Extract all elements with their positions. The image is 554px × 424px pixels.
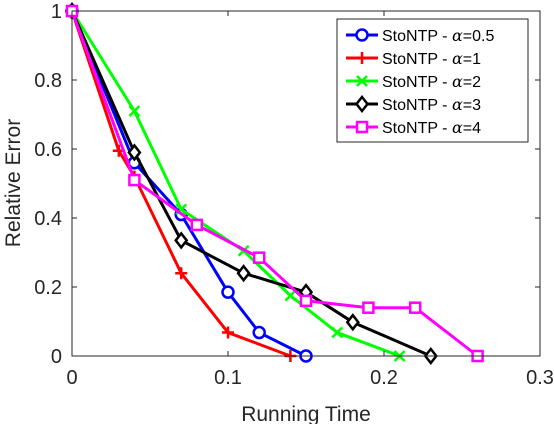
legend-label-prefix: StoNTP - <box>382 120 452 137</box>
x-marker <box>331 326 344 339</box>
data-point <box>362 301 375 314</box>
plus-marker <box>175 267 188 280</box>
data-point <box>408 301 422 314</box>
legend-label-prefix: StoNTP - <box>382 28 452 45</box>
legend-label-value: =0.5 <box>463 28 495 45</box>
x-tick-label: 0.1 <box>214 367 242 389</box>
data-point <box>221 285 235 299</box>
y-tick-label: 1 <box>51 1 62 23</box>
diamond-marker <box>354 94 370 114</box>
square-marker <box>190 218 204 232</box>
data-point <box>331 326 344 339</box>
legend-label: StoNTP - α=0.5 <box>382 26 494 45</box>
legend-label: StoNTP - α=4 <box>382 118 481 137</box>
legend-label-alpha: α <box>452 95 463 114</box>
circle-marker <box>252 325 266 340</box>
y-tick-label: 0 <box>51 346 62 368</box>
x-tick-label: 0 <box>66 367 77 389</box>
legend-label-value: =2 <box>463 74 481 91</box>
circle-marker <box>221 285 235 299</box>
data-point <box>345 313 360 332</box>
legend-marker <box>356 52 368 64</box>
series-line <box>70 10 479 358</box>
data-point <box>175 267 188 280</box>
data-point <box>174 231 189 250</box>
legend-marker <box>356 75 368 87</box>
x-tick-label: 0.2 <box>370 367 398 389</box>
plus-marker <box>222 326 234 339</box>
legend-marker <box>355 28 369 42</box>
square-marker <box>408 301 422 314</box>
circle-marker <box>355 28 369 42</box>
data-point <box>127 143 142 162</box>
legend-label-alpha: α <box>452 26 463 45</box>
x-axis-title: Running Time <box>241 403 371 424</box>
plus-marker <box>356 52 368 64</box>
data-point <box>236 264 251 283</box>
data-point <box>128 173 141 187</box>
legend-entry: StoNTP - α=2 <box>346 72 481 91</box>
legend-label-value: =3 <box>463 97 481 114</box>
legend-label: StoNTP - α=3 <box>382 95 481 114</box>
square-marker <box>362 301 375 314</box>
y-tick-label: 0.8 <box>34 70 62 92</box>
square-marker <box>299 294 313 308</box>
square-marker <box>355 120 369 134</box>
axes-layer: 0 0.1 0.2 0.3 0 0.2 0.4 0.6 0.8 1 <box>34 1 554 389</box>
x-marker <box>284 289 297 302</box>
diamond-marker <box>174 231 189 250</box>
y-tick-label: 0.4 <box>34 208 62 230</box>
x-tick-label: 0.3 <box>526 367 554 389</box>
y-axis-title: Relative Error <box>2 119 25 247</box>
square-marker <box>252 251 266 264</box>
legend-label-alpha: α <box>452 49 463 68</box>
data-point <box>190 218 204 232</box>
data-point <box>299 294 313 308</box>
legend-label-prefix: StoNTP - <box>382 51 452 68</box>
series-4 <box>64 1 438 366</box>
legend-entry: StoNTP - α=3 <box>346 94 481 114</box>
legend-entry: StoNTP - α=1 <box>346 49 481 68</box>
legend-entry: StoNTP - α=0.5 <box>346 26 494 45</box>
legend-label-prefix: StoNTP - <box>382 74 452 91</box>
series-layer <box>64 1 484 366</box>
x-marker <box>356 75 368 87</box>
axes-box <box>71 10 541 357</box>
legend-entry: StoNTP - α=4 <box>346 118 481 137</box>
data-point <box>252 251 266 264</box>
legend-marker <box>354 94 370 114</box>
legend-label-alpha: α <box>452 118 463 137</box>
data-point <box>284 289 297 302</box>
square-marker <box>128 173 141 187</box>
y-tick-label: 0.2 <box>34 277 62 299</box>
diamond-marker <box>127 143 142 162</box>
y-tick-label: 0.6 <box>34 139 62 161</box>
data-point <box>128 105 141 117</box>
legend-label-value: =1 <box>463 51 481 68</box>
x-marker <box>128 105 141 117</box>
diamond-marker <box>236 264 251 283</box>
legend-label: StoNTP - α=1 <box>382 49 481 68</box>
legend-marker <box>355 120 369 134</box>
legend-label: StoNTP - α=2 <box>382 72 481 91</box>
legend-label-value: =4 <box>463 120 481 137</box>
diamond-marker <box>345 313 360 332</box>
data-point <box>222 326 234 339</box>
legend-label-prefix: StoNTP - <box>382 97 452 114</box>
series-line <box>70 10 291 358</box>
legend-label-alpha: α <box>452 72 463 91</box>
data-point <box>252 325 266 340</box>
